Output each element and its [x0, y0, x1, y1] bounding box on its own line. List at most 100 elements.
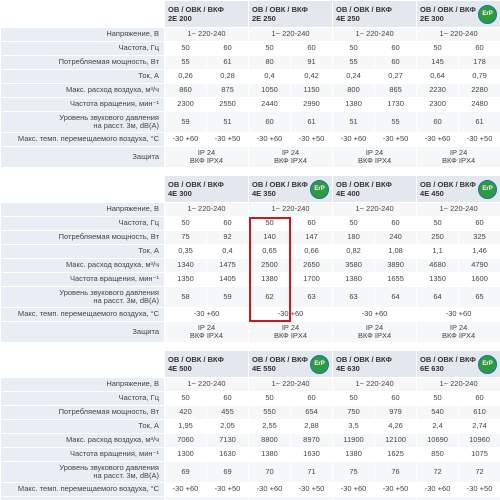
value-cell: IP 24 ВКФ IPX4 [416, 321, 500, 343]
value-cell: 50 [248, 41, 292, 56]
erp-logo: ErP [478, 5, 498, 24]
header-row: ОВ / ОВК / ВКФ 2E 200 ОВ / ОВК / ВКФ 2E 250… [0, 0, 500, 28]
row-label: Макс. темп. перемещаемого воздуха, °C [0, 482, 165, 497]
value-cell: 1350 [416, 272, 460, 287]
value-cell: 69 [164, 461, 207, 483]
value-cell: 50 [416, 391, 460, 406]
value-cell: 325 [458, 230, 500, 245]
spec-row: Частота вращения, мин⁻¹ 1300 1630 1380 1630 1… [0, 447, 500, 462]
value-cell: 50 [164, 391, 207, 406]
value-cell: 145 [416, 55, 460, 70]
header-blank [0, 175, 165, 203]
spec-row: Напряжение, В 1~ 220-240 1~ 220-240 1~ 220-… [0, 202, 500, 217]
value-cell: 1,46 [458, 244, 500, 259]
value-cell: 60 [458, 216, 500, 231]
value-cell: 0,26 [164, 69, 207, 84]
value-cell: 61 [458, 111, 500, 133]
value-cell: 2,74 [458, 419, 500, 434]
model-series: ОВ / ОВК / ВКФ [168, 5, 224, 14]
spec-row: Частота, Гц 50 60 50 60 50 60 50 60 [0, 391, 500, 406]
model-header: ОВ / ОВК / ВКФ 4E 500 [163, 350, 250, 378]
value-cell: 610 [458, 405, 500, 420]
value-cell: 7060 [164, 433, 207, 448]
value-cell: -30 +50 [374, 132, 418, 147]
spec-row: Потребляемая мощность, Вт 75 92 140 147 180 24… [0, 230, 500, 245]
spec-row: Уровень звукового давления на расст. 3м,… [0, 461, 500, 483]
value-cell: 1655 [374, 272, 418, 287]
value-cell: 1730 [374, 97, 418, 112]
row-label: Напряжение, В [0, 27, 165, 42]
model-series: ОВ / ОВК / ВКФ [420, 355, 476, 364]
row-label: Защита [0, 321, 165, 343]
value-cell: 180 [332, 230, 376, 245]
value-cell: 875 [205, 83, 250, 98]
value-cell: 50 [416, 216, 460, 231]
value-cell: 1630 [290, 447, 334, 462]
value-cell: 1~ 220-240 [416, 377, 500, 392]
row-label: Потребляемая мощность, Вт [0, 405, 165, 420]
value-cell: 3580 [332, 258, 376, 273]
model-series: ОВ / ОВК / ВКФ [252, 5, 308, 14]
value-cell: 65 [458, 286, 500, 308]
value-cell: 92 [205, 230, 250, 245]
value-cell: 1050 [248, 83, 292, 98]
value-cell: -30 +60 [332, 482, 376, 497]
spec-row: Макс. темп. перемещаемого воздуха, °C -30… [0, 307, 500, 322]
value-cell: IP 24 ВКФ IPX4 [416, 146, 500, 168]
value-cell: 0,4 [205, 244, 250, 259]
model-series: ОВ / ОВК / ВКФ [420, 180, 476, 189]
value-cell: 1~ 220-240 [163, 377, 250, 392]
row-label: Частота вращения, мин⁻¹ [0, 272, 165, 287]
model-header: ОВ / ОВК / ВКФ 4E 350 ErP [248, 175, 334, 203]
row-label: Ток, А [0, 419, 165, 434]
value-cell: 60 [416, 111, 460, 133]
value-cell: 3890 [374, 258, 418, 273]
value-cell: 10960 [458, 433, 500, 448]
spec-row: Потребляемая мощность, Вт 55 61 80 91 55 60 145… [0, 55, 500, 70]
spec-row: Макс. темп. перемещаемого воздуха, °C -30… [0, 482, 500, 497]
value-cell: IP 24 ВКФ IPX4 [332, 496, 418, 500]
spec-row: Уровень звукового давления на расст. 3м,… [0, 111, 500, 133]
highlight-box [248, 216, 291, 322]
value-cell: 76 [374, 461, 418, 483]
value-cell: 0,28 [205, 69, 250, 84]
value-cell: IP 24 ВКФ IPX4 [248, 146, 334, 168]
value-cell: 60 [205, 41, 250, 56]
model-series: ОВ / ОВК / ВКФ [252, 180, 308, 189]
value-cell: 50 [164, 41, 207, 56]
spec-row: Частота вращения, мин⁻¹ 1350 1405 1380 1700 1… [0, 272, 500, 287]
value-cell: IP 24 ВКФ IPX4 [248, 321, 334, 343]
value-cell: 2440 [248, 97, 292, 112]
model-name: 4E 630 [336, 364, 360, 373]
value-cell: -30 +50 [458, 132, 500, 147]
value-cell: 63 [332, 286, 376, 308]
value-cell: 1350 [164, 272, 207, 287]
model-name: 4E 550 [252, 364, 276, 373]
value-cell: -30 +60 [332, 132, 376, 147]
row-label: Частота, Гц [0, 391, 165, 406]
value-cell: 70 [248, 461, 292, 483]
value-cell: 60 [290, 216, 334, 231]
value-cell: 1,95 [164, 419, 207, 434]
value-cell: 2650 [290, 258, 334, 273]
value-cell: IP 24 ВКФ IPX4 [332, 146, 418, 168]
model-series: ОВ / ОВК / ВКФ [168, 180, 224, 189]
value-cell: 654 [290, 405, 334, 420]
value-cell: -30 +50 [205, 482, 250, 497]
value-cell: 850 [416, 447, 460, 462]
row-label: Потребляемая мощность, Вт [0, 230, 165, 245]
row-label: Макс. расход воздуха, м³/ч [0, 258, 165, 273]
value-cell: IP 24 ВКФ IPX4 [416, 496, 500, 500]
value-cell: 0,24 [332, 69, 376, 84]
value-cell: 865 [374, 83, 418, 98]
value-cell: 50 [332, 391, 376, 406]
value-cell: 0,64 [416, 69, 460, 84]
value-cell: 11900 [332, 433, 376, 448]
model-name: 4E 250 [336, 14, 360, 23]
value-cell: 2480 [458, 97, 500, 112]
header-blank [0, 350, 165, 378]
